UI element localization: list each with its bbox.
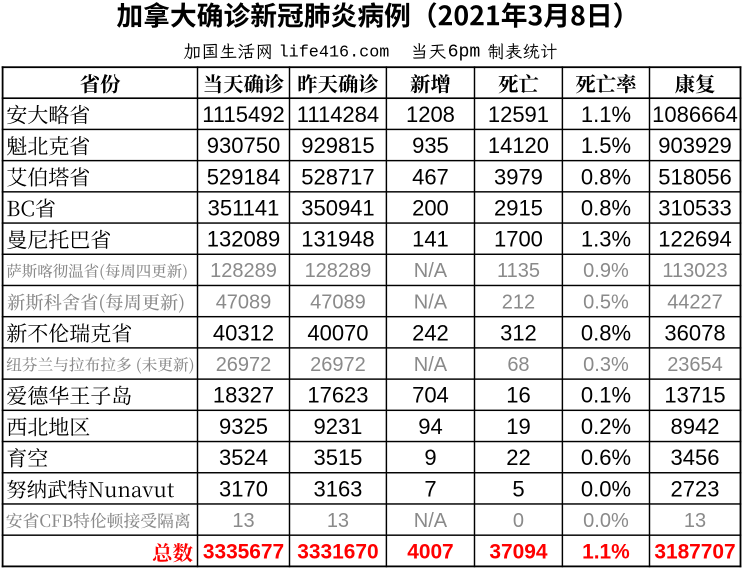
svg-text:0.8%: 0.8% [581, 164, 631, 189]
svg-text:0.8%: 0.8% [581, 320, 631, 345]
svg-text:1115492: 1115492 [202, 102, 284, 127]
svg-text:13: 13 [327, 510, 349, 532]
svg-text:467: 467 [412, 164, 449, 189]
svg-text:94: 94 [418, 414, 442, 439]
svg-text:0.3%: 0.3% [583, 354, 629, 376]
svg-text:3456: 3456 [671, 445, 720, 470]
svg-text:0.8%: 0.8% [581, 195, 631, 220]
svg-text:22: 22 [506, 445, 530, 470]
svg-text:2915: 2915 [494, 195, 543, 220]
svg-text:13715: 13715 [664, 383, 725, 408]
svg-text:9231: 9231 [313, 414, 362, 439]
svg-text:351141: 351141 [208, 195, 280, 220]
svg-text:1.3%: 1.3% [581, 227, 631, 252]
svg-text:3979: 3979 [494, 164, 543, 189]
svg-text:40070: 40070 [307, 320, 368, 345]
svg-text:7: 7 [424, 476, 436, 501]
svg-text:1135: 1135 [497, 260, 540, 282]
svg-text:1700: 1700 [494, 227, 543, 252]
svg-text:3163: 3163 [313, 476, 362, 501]
svg-text:310533: 310533 [658, 195, 731, 220]
svg-text:8942: 8942 [671, 414, 720, 439]
svg-text:3187707: 3187707 [654, 540, 735, 563]
svg-text:128289: 128289 [210, 260, 277, 282]
svg-text:0.9%: 0.9% [583, 260, 629, 282]
svg-text:0.1%: 0.1% [581, 383, 631, 408]
svg-text:9325: 9325 [219, 414, 268, 439]
svg-text:14120: 14120 [488, 133, 549, 158]
svg-text:0.5%: 0.5% [583, 291, 629, 313]
svg-text:350941: 350941 [301, 195, 374, 220]
svg-text:N/A: N/A [414, 510, 448, 532]
svg-text:0.6%: 0.6% [581, 445, 631, 470]
svg-text:19: 19 [506, 414, 530, 439]
svg-text:12591: 12591 [488, 102, 549, 127]
svg-text:0.2%: 0.2% [581, 414, 631, 439]
svg-text:0: 0 [513, 510, 524, 532]
svg-text:1208: 1208 [406, 102, 455, 127]
svg-text:113023: 113023 [662, 260, 727, 282]
svg-text:13: 13 [232, 510, 254, 532]
svg-text:6pm: 6pm [448, 42, 481, 62]
svg-text:3170: 3170 [219, 476, 268, 501]
svg-text:122694: 122694 [658, 227, 731, 252]
svg-text:23654: 23654 [667, 354, 723, 376]
svg-text:935: 935 [412, 133, 449, 158]
svg-text:36078: 36078 [664, 320, 725, 345]
svg-text:3335677: 3335677 [203, 540, 284, 563]
svg-text:903929: 903929 [658, 133, 731, 158]
svg-text:128289: 128289 [305, 260, 372, 282]
svg-text:0.0%: 0.0% [583, 510, 629, 532]
svg-text:529184: 529184 [207, 164, 280, 189]
svg-text:518056: 518056 [658, 164, 731, 189]
svg-text:1086664: 1086664 [652, 102, 738, 127]
svg-text:200: 200 [412, 195, 449, 220]
svg-text:40312: 40312 [213, 320, 274, 345]
svg-text:2723: 2723 [671, 476, 720, 501]
svg-text:1.5%: 1.5% [581, 133, 631, 158]
svg-text:1.1%: 1.1% [582, 540, 630, 563]
svg-text:132089: 132089 [207, 227, 280, 252]
svg-text:37094: 37094 [489, 540, 547, 563]
svg-text:5: 5 [512, 476, 524, 501]
svg-text:131948: 131948 [301, 227, 374, 252]
svg-text:47089: 47089 [216, 291, 272, 313]
svg-text:1.1%: 1.1% [581, 102, 631, 127]
svg-text:26972: 26972 [216, 354, 272, 376]
svg-text:N/A: N/A [414, 260, 448, 282]
svg-text:68: 68 [507, 354, 529, 376]
svg-text:141: 141 [412, 227, 449, 252]
svg-text:life416.com: life416.com [279, 43, 390, 62]
svg-text:528717: 528717 [301, 164, 374, 189]
svg-text:18327: 18327 [213, 383, 274, 408]
svg-text:929815: 929815 [301, 133, 374, 158]
svg-text:13: 13 [684, 510, 706, 532]
svg-text:212: 212 [502, 291, 535, 313]
svg-text:1114284: 1114284 [297, 102, 379, 127]
svg-text:47089: 47089 [310, 291, 366, 313]
svg-text:312: 312 [500, 320, 537, 345]
svg-text:3524: 3524 [219, 445, 268, 470]
svg-text:930750: 930750 [207, 133, 280, 158]
svg-text:44227: 44227 [667, 291, 723, 313]
svg-text:N/A: N/A [414, 291, 448, 313]
svg-text:17623: 17623 [307, 383, 368, 408]
svg-text:4007: 4007 [407, 540, 453, 563]
svg-text:N/A: N/A [414, 354, 448, 376]
svg-text:9: 9 [424, 445, 436, 470]
svg-text:704: 704 [412, 383, 449, 408]
svg-text:16: 16 [506, 383, 530, 408]
svg-text:242: 242 [412, 320, 449, 345]
svg-text:3515: 3515 [313, 445, 362, 470]
svg-text:3331670: 3331670 [297, 540, 378, 563]
svg-text:0.0%: 0.0% [581, 476, 631, 501]
svg-text:26972: 26972 [310, 354, 366, 376]
